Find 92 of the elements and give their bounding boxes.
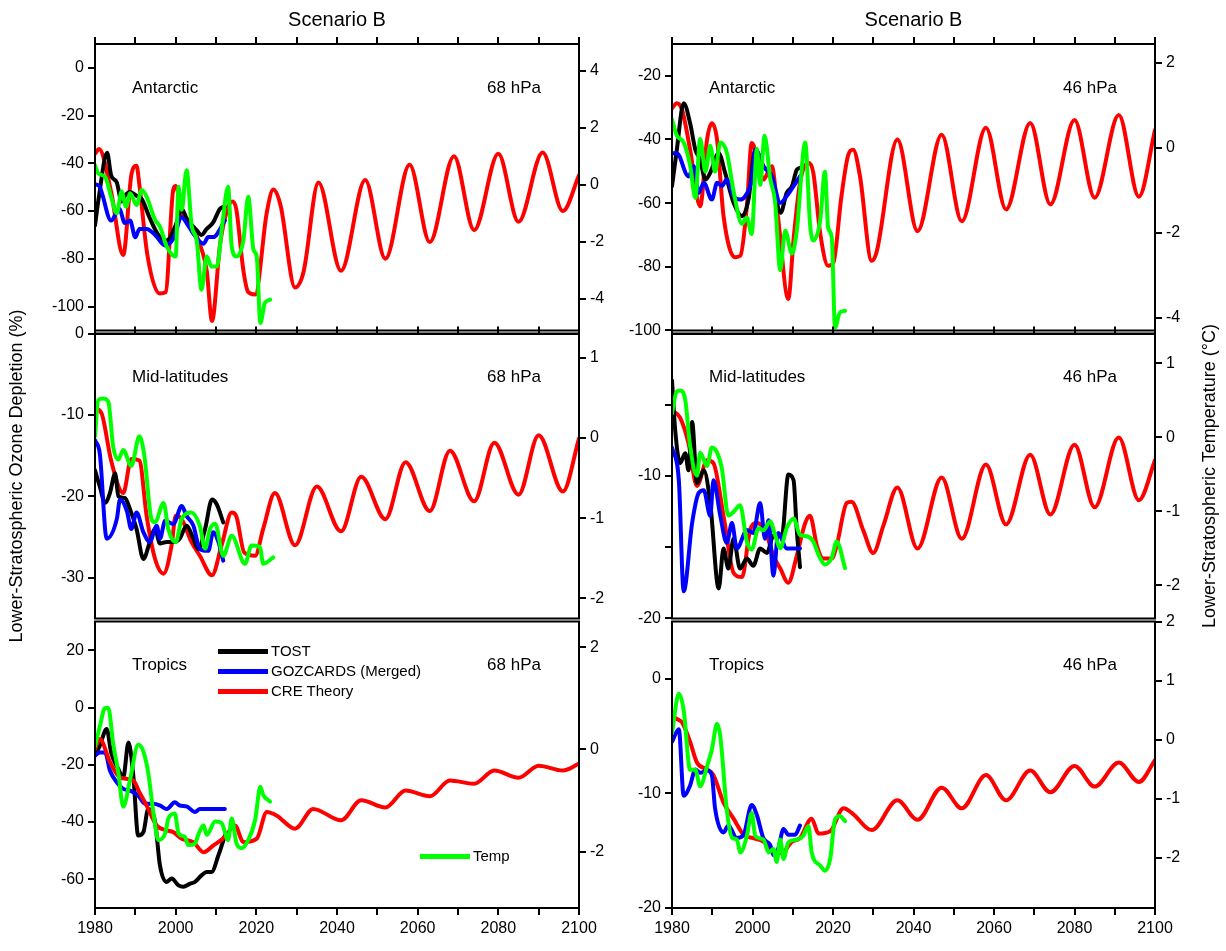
x-tick-label: 2100	[1137, 919, 1173, 937]
x-tick-label: 2080	[1056, 919, 1093, 937]
x-tick-label: 2100	[561, 919, 597, 937]
y-tick-label: -10	[637, 466, 662, 484]
annotation: Antarctic	[132, 77, 199, 97]
y-tick-label: -30	[60, 568, 85, 586]
y-tick-label: -40	[60, 812, 85, 830]
annotation: 46 hPa	[1063, 655, 1118, 675]
y-tick-label: -80	[60, 249, 85, 267]
legend-label: CRE Theory	[271, 681, 354, 699]
y-tick-label: 0	[75, 58, 85, 76]
line-series	[672, 117, 848, 330]
x-tick-label: 1980	[654, 919, 690, 937]
y2-tick-label: 1	[590, 348, 599, 366]
y-tick-label: -60	[637, 193, 662, 211]
y-tick-label: 0	[652, 669, 662, 687]
y2-tick-label: 1	[1166, 353, 1175, 371]
y2-tick-label: -2	[590, 232, 605, 250]
y2-tick-label: 0	[590, 175, 599, 193]
y2-tick-label: 0	[1166, 427, 1175, 445]
y2-tick-label: 0	[590, 739, 599, 757]
y-tick-label: -40	[60, 153, 85, 171]
y-tick-label: -60	[60, 869, 85, 887]
annotation: 68 hPa	[487, 655, 542, 675]
y2-axis-title: Lower-Stratospheric Temperature (°C)	[1198, 324, 1219, 628]
line-series	[95, 706, 273, 851]
y-tick-label: -20	[637, 66, 662, 84]
y-tick-label: 0	[75, 697, 85, 715]
annotation: Antarctic	[709, 77, 776, 97]
y-tick-label: -20	[60, 486, 85, 504]
y-tick-label: -10	[637, 783, 662, 801]
y-tick-label: -100	[51, 296, 85, 314]
y-tick-label: -10	[60, 405, 85, 423]
y-tick-label: -80	[637, 257, 662, 275]
line-series	[95, 438, 226, 563]
y2-tick-label: -1	[1166, 501, 1181, 519]
line-series	[672, 388, 848, 571]
y2-tick-label: 2	[590, 118, 599, 136]
annotation: 46 hPa	[1063, 367, 1118, 387]
y2-tick-label: 2	[1166, 612, 1175, 630]
x-tick-label: 2060	[399, 919, 436, 937]
y2-tick-label: -4	[1166, 308, 1181, 326]
x-tick-label: 2040	[319, 919, 355, 937]
legend-label: Temp	[473, 846, 510, 864]
line-series	[95, 396, 276, 566]
legend-label: GOZCARDS (Merged)	[271, 661, 422, 679]
y2-tick-label: 4	[590, 61, 599, 79]
x-tick-label: 2060	[976, 919, 1012, 937]
line-series	[672, 691, 848, 873]
x-tick-label: 2000	[734, 919, 771, 937]
y-tick-label: -100	[628, 320, 662, 338]
y2-tick-label: -4	[590, 289, 605, 307]
annotation: 68 hPa	[487, 77, 542, 97]
line-series	[95, 163, 273, 325]
y-tick-label: -20	[637, 898, 662, 916]
legend-label: TOST	[271, 641, 311, 659]
x-tick-label: 2020	[815, 919, 851, 937]
y-axis-title: Lower-Stratospheric Ozone Depletion (%)	[5, 309, 27, 643]
y2-tick-label: 2	[1166, 53, 1175, 71]
y-tick-label: -20	[60, 106, 85, 124]
y-tick-label: -20	[60, 755, 85, 773]
y-tick-label: -40	[637, 129, 662, 147]
y-tick-label: -60	[60, 201, 85, 219]
y2-tick-label: -1	[1166, 789, 1181, 807]
x-tick-label: 2040	[895, 919, 932, 937]
y2-tick-label: 1	[1166, 671, 1175, 689]
y2-tick-label: -2	[1166, 223, 1181, 241]
annotation: 46 hPa	[1063, 77, 1118, 97]
y2-tick-label: -2	[590, 842, 605, 860]
x-tick-label: 2000	[157, 919, 194, 937]
y2-tick-label: -2	[590, 588, 605, 606]
y2-tick-label: -2	[1166, 848, 1181, 866]
annotation: Mid-latitudes	[709, 367, 806, 387]
y2-tick-label: 0	[1166, 138, 1175, 156]
y-tick-label: 20	[66, 640, 85, 658]
line-series	[672, 445, 802, 594]
chart-title: Scenario B	[288, 7, 386, 30]
annotation: Tropics	[132, 655, 188, 675]
annotation: 68 hPa	[487, 367, 542, 387]
chart-title: Scenario B	[864, 7, 963, 30]
y2-tick-label: 0	[1166, 730, 1175, 748]
x-tick-label: 1980	[77, 919, 113, 937]
x-tick-label: 2020	[238, 919, 275, 937]
annotation: Mid-latitudes	[132, 367, 229, 387]
y2-tick-label: 0	[590, 428, 599, 446]
y2-tick-label: 2	[590, 637, 599, 655]
y-tick-label: -20	[637, 608, 662, 626]
annotation: Tropics	[709, 655, 765, 675]
y2-tick-label: -1	[590, 508, 605, 526]
y-tick-label: 0	[75, 324, 85, 342]
y2-tick-label: -2	[1166, 575, 1181, 593]
x-tick-label: 2080	[480, 919, 517, 937]
